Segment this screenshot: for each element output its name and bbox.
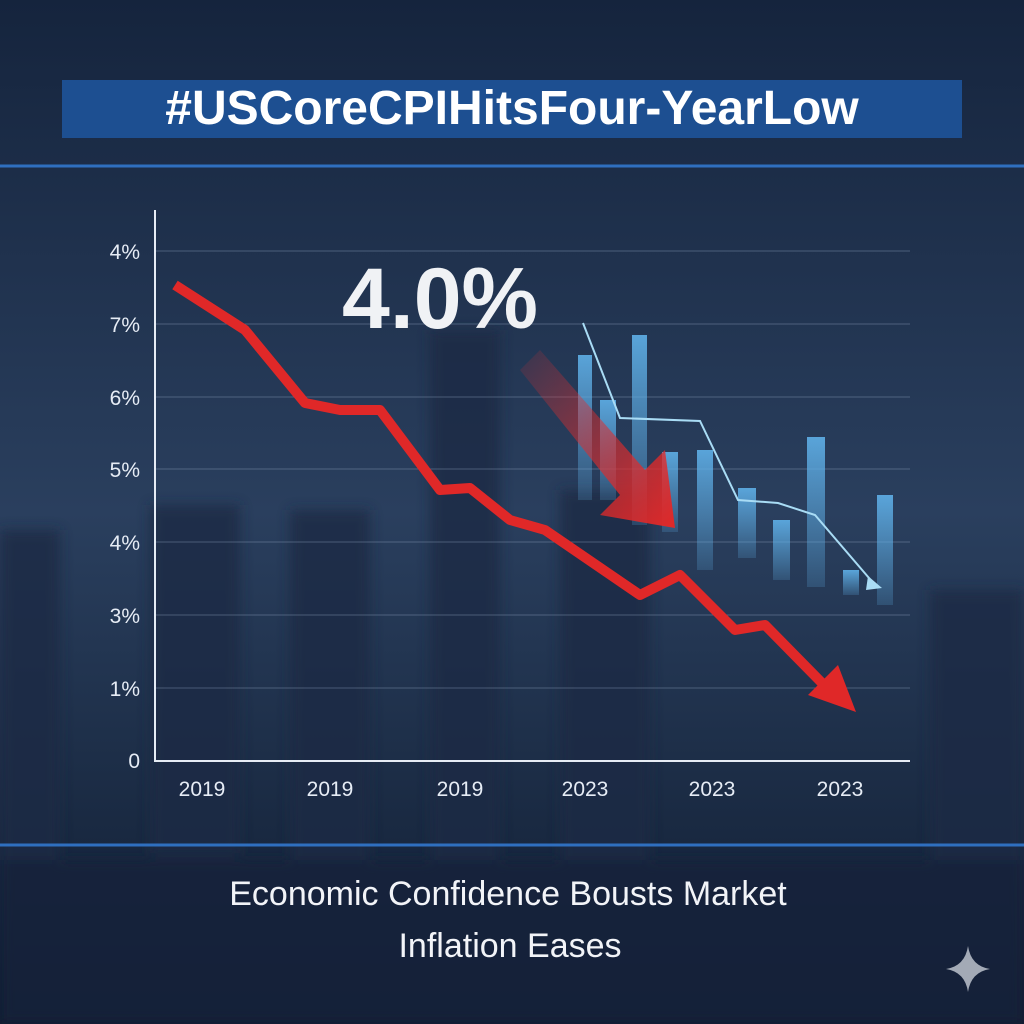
x-tick-label: 2023 (562, 778, 609, 801)
caption-line: Inflation Eases (398, 927, 621, 965)
x-tick-label: 2019 (437, 778, 484, 801)
hashtag: #USCoreCPIHitsFour-YearLow (165, 82, 859, 135)
y-tick-label: 0 (128, 750, 140, 773)
y-tick-label: 1% (110, 678, 140, 701)
y-axis-labels: 4% 7% 6% 5% 4% 3% 1% 0 (110, 241, 140, 773)
hashtag-box (62, 80, 962, 138)
x-tick-label: 2023 (689, 778, 736, 801)
x-tick-label: 2019 (179, 778, 226, 801)
x-tick-label: 2019 (307, 778, 354, 801)
headline-value: 4.0% (342, 251, 538, 347)
background-line (582, 322, 876, 586)
y-tick-label: 7% (110, 314, 140, 337)
x-tick-label: 2023 (817, 778, 864, 801)
grid (155, 250, 910, 689)
y-tick-label: 4% (110, 241, 140, 264)
x-axis-labels: 2019 2019 2019 2023 2023 2023 (179, 778, 864, 801)
y-tick-label: 5% (110, 459, 140, 482)
caption-line: Economic Confidence Bousts Market (229, 875, 787, 913)
background-arrowhead (866, 576, 882, 590)
y-tick-label: 3% (110, 605, 140, 628)
skyline (0, 330, 1024, 1024)
red-arrowhead (808, 665, 856, 712)
y-tick-label: 4% (110, 532, 140, 555)
red-trend-line (172, 280, 826, 687)
sparkle-icon (946, 946, 990, 992)
big-arrow (520, 350, 675, 528)
y-tick-label: 6% (110, 387, 140, 410)
